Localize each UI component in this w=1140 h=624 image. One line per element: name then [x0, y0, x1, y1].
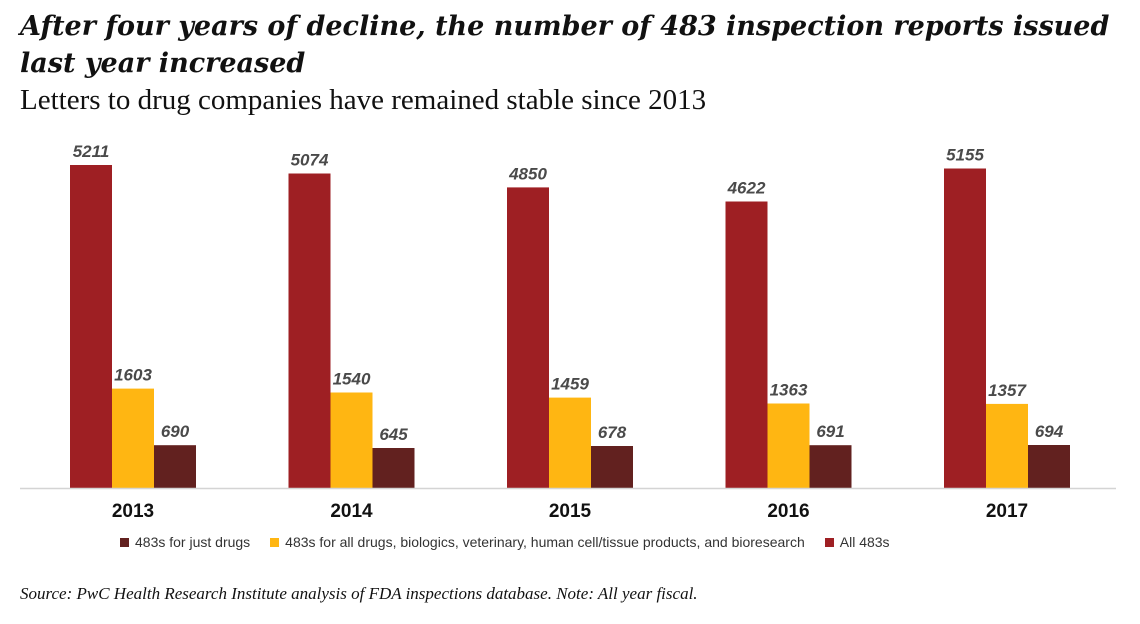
legend: 483s for just drugs 483s for all drugs, …	[120, 532, 910, 552]
x-tick-label-2014: 2014	[330, 501, 373, 522]
data-label-all-483s-2015: 4850	[508, 164, 547, 183]
x-tick-label-2015: 2015	[549, 501, 592, 522]
bar-all-483s-2017	[944, 168, 986, 488]
legend-swatch-all-483s	[824, 537, 834, 547]
data-label-just-drugs-2016: 691	[816, 422, 844, 441]
legend-swatch-just-drugs	[120, 537, 129, 547]
legend-swatch-all-drugs	[270, 537, 280, 547]
legend-label-all-483s: All 483s	[839, 534, 890, 550]
legend-item-just-drugs: 483s for just drugs	[120, 534, 250, 550]
data-label-just-drugs-2017: 694	[1035, 422, 1064, 441]
bar-all-drugs-2013	[112, 388, 154, 488]
data-label-just-drugs-2013: 690	[161, 422, 190, 441]
legend-label-all-drugs: 483s for all drugs, biologics, veterinar…	[285, 534, 805, 550]
data-label-all-drugs-2016: 1363	[770, 381, 808, 400]
bar-just-drugs-2017	[1028, 445, 1070, 488]
data-label-just-drugs-2014: 645	[379, 425, 408, 444]
bar-all-drugs-2015	[549, 397, 591, 488]
x-tick-label-2013: 2013	[112, 501, 154, 522]
bar-all-483s-2014	[288, 173, 331, 488]
data-label-all-483s-2014: 5074	[291, 151, 329, 170]
data-label-all-483s-2017: 5155	[946, 146, 984, 165]
x-tick-label-2017: 2017	[986, 501, 1028, 522]
bar-just-drugs-2015	[591, 446, 633, 488]
legend-item-all-483s: All 483s	[824, 534, 890, 550]
bar-all-483s-2013	[70, 165, 112, 488]
data-label-all-drugs-2017: 1357	[988, 381, 1027, 400]
bar-all-drugs-2014	[330, 392, 373, 488]
bars-group: 5211 1603 690 2013 5074 1540 645 2014 4850 1459 67…	[70, 142, 1070, 522]
data-label-all-drugs-2014: 1540	[333, 370, 371, 389]
bar-just-drugs-2016	[809, 445, 852, 488]
data-label-all-drugs-2013: 1603	[114, 366, 152, 385]
data-label-all-drugs-2015: 1459	[551, 375, 589, 394]
data-label-just-drugs-2015: 678	[598, 423, 627, 442]
x-tick-label-2016: 2016	[767, 501, 809, 522]
bar-all-drugs-2016	[767, 403, 810, 488]
legend-item-all-drugs: 483s for all drugs, biologics, veterinar…	[270, 534, 805, 550]
bar-chart: 5211 1603 690 2013 5074 1540 645 2014 4850 1459 67…	[20, 142, 1116, 522]
data-label-all-483s-2016: 4622	[727, 179, 766, 198]
bar-all-483s-2016	[725, 201, 768, 488]
chart-title: After four years of decline, the number …	[20, 11, 1110, 79]
source-note: Source: PwC Health Research Institute an…	[20, 584, 698, 603]
chart-subtitle: Letters to drug companies have remained …	[20, 84, 707, 116]
bar-just-drugs-2014	[372, 448, 415, 488]
legend-label-just-drugs: 483s for just drugs	[135, 534, 251, 550]
bar-all-483s-2015	[507, 187, 549, 488]
bar-just-drugs-2013	[154, 445, 196, 488]
bar-all-drugs-2017	[986, 403, 1028, 488]
data-label-all-483s-2013: 5211	[73, 142, 110, 161]
